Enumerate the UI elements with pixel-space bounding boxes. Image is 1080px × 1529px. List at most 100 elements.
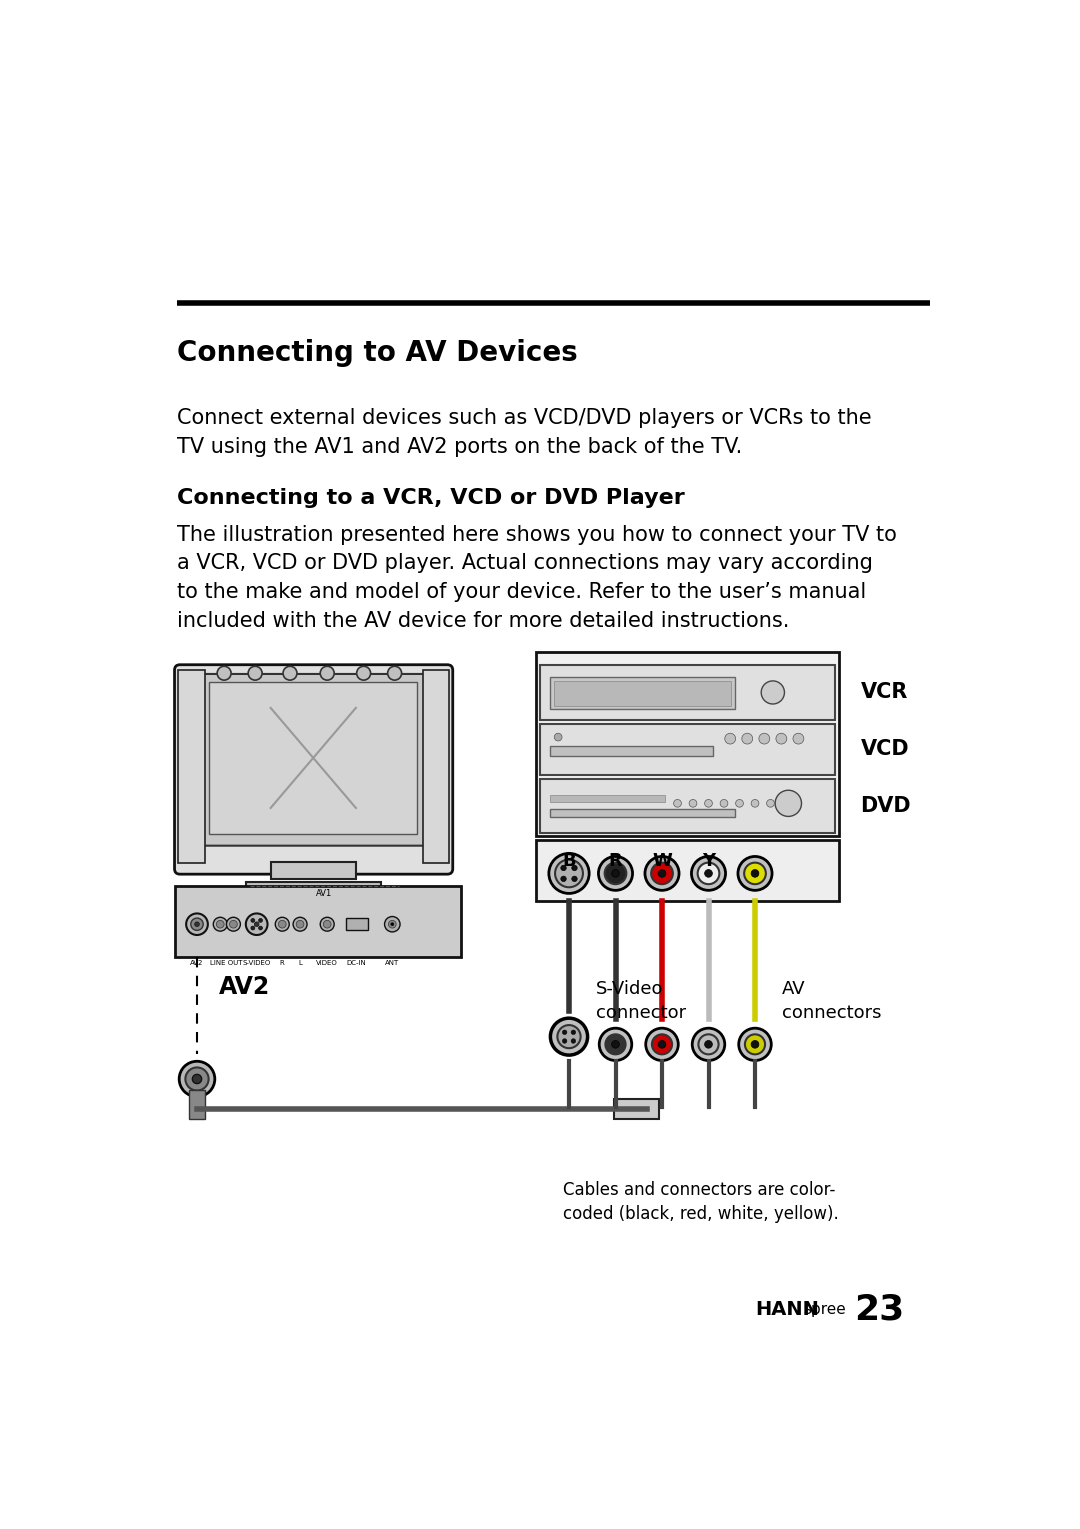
Circle shape bbox=[751, 870, 759, 878]
FancyBboxPatch shape bbox=[175, 665, 453, 875]
Text: S-Video
connector: S-Video connector bbox=[596, 980, 686, 1021]
Text: Connecting to a VCR, VCD or DVD Player: Connecting to a VCR, VCD or DVD Player bbox=[177, 488, 685, 508]
Circle shape bbox=[213, 917, 227, 931]
Circle shape bbox=[742, 734, 753, 745]
Circle shape bbox=[389, 920, 396, 928]
Circle shape bbox=[704, 1041, 713, 1049]
Text: Connect external devices such as VCD/DVD players or VCRs to the
TV using the AV1: Connect external devices such as VCD/DVD… bbox=[177, 408, 872, 457]
Circle shape bbox=[227, 917, 241, 931]
Text: VCD: VCD bbox=[861, 740, 909, 760]
Circle shape bbox=[192, 1075, 202, 1084]
Circle shape bbox=[323, 920, 332, 928]
Circle shape bbox=[699, 1034, 718, 1055]
Circle shape bbox=[391, 922, 394, 925]
Bar bbox=[246, 882, 380, 893]
Bar bbox=[210, 682, 417, 835]
Circle shape bbox=[720, 800, 728, 807]
Circle shape bbox=[689, 800, 697, 807]
Circle shape bbox=[698, 862, 719, 884]
Circle shape bbox=[554, 734, 562, 742]
Text: W: W bbox=[652, 852, 672, 870]
Circle shape bbox=[384, 916, 400, 931]
Circle shape bbox=[744, 862, 766, 884]
Circle shape bbox=[230, 920, 238, 928]
Text: AV1: AV1 bbox=[316, 888, 333, 898]
Circle shape bbox=[563, 1038, 567, 1043]
Text: L: L bbox=[298, 960, 302, 966]
Circle shape bbox=[356, 667, 370, 680]
Circle shape bbox=[549, 853, 590, 893]
Circle shape bbox=[651, 862, 673, 884]
Text: ANT: ANT bbox=[386, 960, 400, 966]
Bar bbox=[346, 917, 367, 930]
Circle shape bbox=[571, 1031, 576, 1035]
Circle shape bbox=[745, 1034, 765, 1055]
Text: AV2: AV2 bbox=[218, 976, 270, 998]
Text: VCR: VCR bbox=[861, 682, 908, 702]
Bar bbox=[613, 1099, 659, 1119]
Circle shape bbox=[557, 1024, 581, 1049]
Circle shape bbox=[248, 667, 262, 680]
Circle shape bbox=[296, 920, 303, 928]
Circle shape bbox=[759, 734, 770, 745]
Circle shape bbox=[704, 870, 713, 878]
Circle shape bbox=[751, 800, 759, 807]
Circle shape bbox=[735, 800, 743, 807]
Circle shape bbox=[293, 917, 307, 931]
Circle shape bbox=[217, 667, 231, 680]
Circle shape bbox=[388, 667, 402, 680]
Text: B: B bbox=[563, 852, 576, 870]
Circle shape bbox=[606, 1034, 625, 1055]
Text: AV2: AV2 bbox=[190, 960, 204, 966]
Bar bbox=[540, 725, 835, 775]
Text: R: R bbox=[609, 852, 622, 870]
Circle shape bbox=[179, 1061, 215, 1096]
Bar bbox=[551, 809, 734, 816]
Circle shape bbox=[611, 1041, 619, 1049]
Circle shape bbox=[761, 680, 784, 703]
Bar bbox=[175, 887, 460, 957]
Circle shape bbox=[194, 922, 200, 927]
Circle shape bbox=[725, 734, 735, 745]
Circle shape bbox=[571, 1038, 576, 1043]
Circle shape bbox=[599, 1027, 632, 1061]
Circle shape bbox=[704, 800, 713, 807]
Bar bbox=[540, 665, 835, 720]
Circle shape bbox=[246, 913, 268, 936]
Circle shape bbox=[251, 927, 255, 930]
Text: 23: 23 bbox=[854, 1292, 904, 1326]
Bar bbox=[551, 795, 665, 801]
Circle shape bbox=[793, 734, 804, 745]
Circle shape bbox=[551, 1018, 588, 1055]
Text: Cables and connectors are color-
coded (black, red, white, yellow).: Cables and connectors are color- coded (… bbox=[563, 1180, 838, 1223]
Circle shape bbox=[561, 865, 566, 870]
Text: Connecting to AV Devices: Connecting to AV Devices bbox=[177, 339, 578, 367]
Circle shape bbox=[691, 856, 726, 890]
Bar bbox=[551, 746, 713, 757]
Circle shape bbox=[692, 1027, 725, 1061]
Bar bbox=[189, 1090, 205, 1119]
Circle shape bbox=[563, 1031, 567, 1035]
Text: The illustration presented here shows you how to connect your TV to
a VCR, VCD o: The illustration presented here shows yo… bbox=[177, 524, 896, 631]
Circle shape bbox=[658, 1041, 666, 1049]
Circle shape bbox=[571, 865, 577, 870]
Text: spree: spree bbox=[804, 1301, 846, 1316]
Circle shape bbox=[674, 800, 681, 807]
Circle shape bbox=[255, 922, 259, 927]
Bar bbox=[177, 670, 205, 862]
Circle shape bbox=[258, 919, 262, 922]
Text: HANN: HANN bbox=[755, 1300, 819, 1318]
Circle shape bbox=[251, 919, 255, 922]
Text: S-VIDEO: S-VIDEO bbox=[243, 960, 271, 966]
Circle shape bbox=[555, 859, 583, 887]
Circle shape bbox=[738, 856, 772, 890]
Circle shape bbox=[775, 790, 801, 816]
Circle shape bbox=[598, 856, 633, 890]
Bar bbox=[537, 653, 839, 836]
Text: VIDEO: VIDEO bbox=[316, 960, 338, 966]
Text: LINE OUT: LINE OUT bbox=[211, 960, 243, 966]
Circle shape bbox=[283, 667, 297, 680]
Circle shape bbox=[258, 927, 262, 930]
Bar bbox=[540, 778, 835, 833]
Circle shape bbox=[611, 870, 619, 878]
